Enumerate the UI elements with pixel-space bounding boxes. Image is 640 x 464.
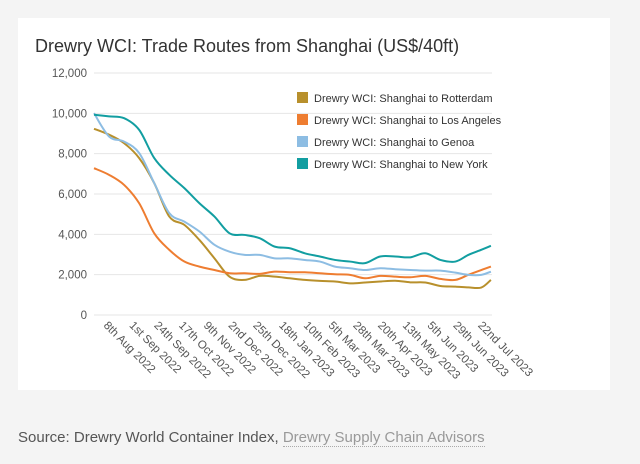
chart-card [18,18,610,390]
legend-swatch [297,92,308,103]
legend-label: Drewry WCI: Shanghai to Los Angeles [314,115,502,127]
legend-swatch [297,114,308,125]
y-tick-label: 0 [81,310,87,322]
series-line-0 [93,127,492,290]
source-link[interactable]: Drewry Supply Chain Advisors [282,429,485,447]
y-tick-label: 2,000 [58,270,87,282]
y-tick-label: 12,000 [52,68,87,80]
y-tick-label: 10,000 [52,108,87,120]
y-tick-label: 8,000 [58,149,87,161]
legend-label: Drewry WCI: Shanghai to Rotterdam [314,93,493,105]
legend-swatch [297,158,308,169]
legend-label: Drewry WCI: Shanghai to Genoa [314,137,475,149]
legend-swatch [297,136,308,147]
y-tick-label: 4,000 [58,229,87,241]
source-caption: Source: Drewry World Container Index, Dr… [18,429,485,447]
series-line-2 [93,112,492,277]
legend-label: Drewry WCI: Shanghai to New York [314,159,488,171]
series-line-1 [93,167,492,282]
source-text: Source: Drewry World Container Index, [18,429,283,446]
y-tick-label: 6,000 [58,189,87,201]
chart-title: Drewry WCI: Trade Routes from Shanghai (… [35,36,460,56]
series-line-3 [93,113,492,265]
